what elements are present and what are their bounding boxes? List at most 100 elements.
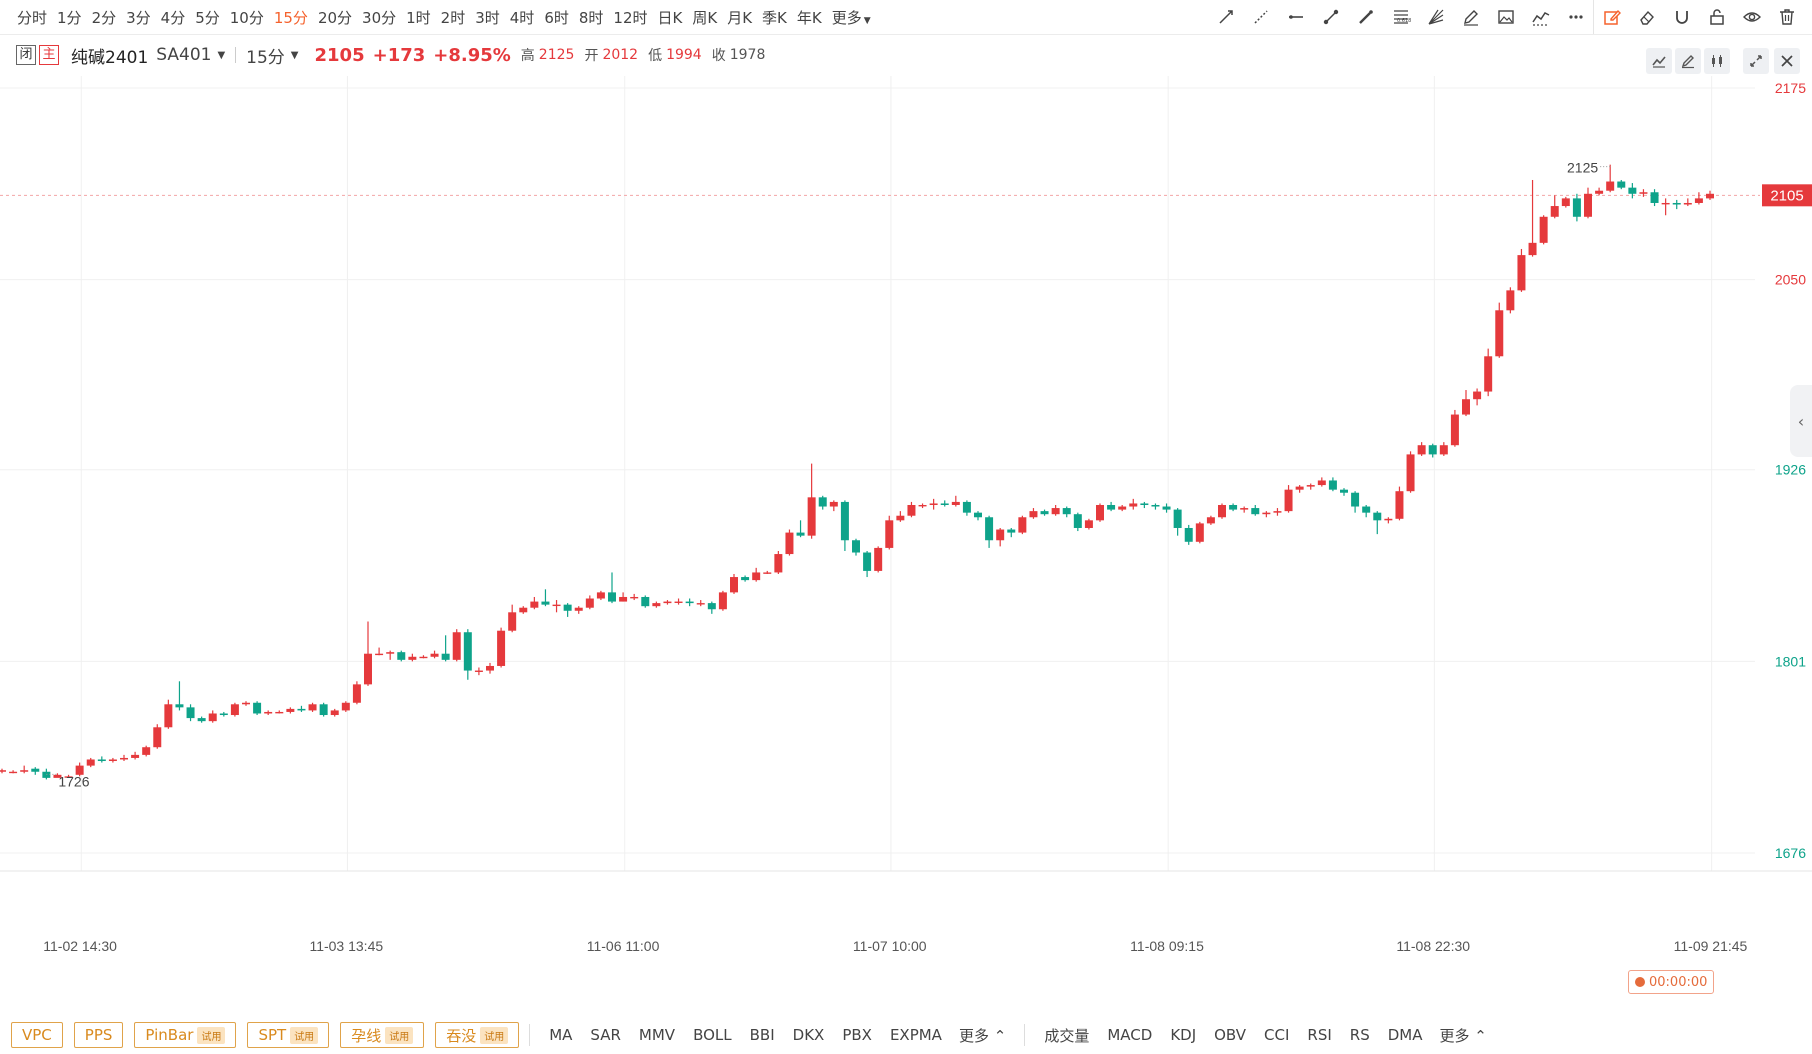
period-17[interactable]: 日K xyxy=(657,8,683,27)
candlestick-chart[interactable]: 2175 2050 1926 1801 1676 11-02 14:30 11-03 13:… xyxy=(0,76,1812,1016)
edit-tool-button[interactable] xyxy=(1593,0,1629,34)
draw-toggle-button[interactable] xyxy=(1675,48,1701,74)
sub-indicator-1[interactable]: MACD xyxy=(1107,1026,1153,1044)
divider xyxy=(529,1024,531,1046)
period-16[interactable]: 12时 xyxy=(613,8,648,27)
pencil-icon xyxy=(1463,10,1478,26)
fullscreen-button[interactable] xyxy=(1743,48,1769,74)
pencil-tool-button[interactable] xyxy=(1453,0,1488,34)
pattern-tag-5[interactable]: 吞没 试用 xyxy=(435,1022,520,1048)
pattern-tag-0[interactable]: VPC xyxy=(11,1022,63,1048)
pattern-tag-3[interactable]: SPT 试用 xyxy=(247,1022,330,1048)
sub-indicator-2[interactable]: KDJ xyxy=(1170,1026,1197,1044)
fibonacci-tool-button[interactable]: 0.618 xyxy=(1383,0,1418,34)
candle-body xyxy=(1295,486,1304,490)
main-indicator-1[interactable]: SAR xyxy=(590,1026,621,1044)
chevron-up-icon: ⌃ xyxy=(993,1026,1007,1045)
period-more-button[interactable]: 更多 ▼ xyxy=(831,8,871,27)
main-indicator-7[interactable]: EXPMA xyxy=(889,1026,942,1044)
indicator-toggle-button[interactable] xyxy=(1646,48,1672,74)
candle-body xyxy=(1683,202,1692,205)
candle-body xyxy=(1506,290,1515,311)
x-tick-label: 11-07 10:00 xyxy=(853,938,927,954)
candle-body xyxy=(1218,504,1226,518)
main-indicator-2[interactable]: MMV xyxy=(638,1026,676,1044)
main-indicator-6[interactable]: PBX xyxy=(842,1026,872,1044)
ray-line-tool-button[interactable] xyxy=(1243,0,1278,34)
fan-tool-button[interactable] xyxy=(1418,0,1453,34)
main-indicator-4[interactable]: BBI xyxy=(749,1026,775,1044)
period-9[interactable]: 30分 xyxy=(362,8,397,27)
period-19[interactable]: 月K xyxy=(727,8,753,27)
pattern-tag-4[interactable]: 孕线 试用 xyxy=(340,1022,425,1048)
candle-body xyxy=(1628,187,1637,194)
period-20[interactable]: 季K xyxy=(762,8,787,27)
period-3[interactable]: 3分 xyxy=(126,8,151,27)
pattern-tag-2[interactable]: PinBar 试用 xyxy=(134,1022,237,1048)
more-dots-tool-button[interactable] xyxy=(1558,0,1593,34)
side-panel-toggle[interactable]: ‹ xyxy=(1790,385,1812,457)
candle-body xyxy=(1606,181,1615,191)
sub-indicator-4[interactable]: CCI xyxy=(1264,1026,1290,1044)
main-indicator-3[interactable]: BOLL xyxy=(693,1026,732,1044)
lock-tool-button[interactable] xyxy=(1699,0,1734,34)
period-12[interactable]: 3时 xyxy=(475,8,500,27)
horizontal-line-tool-button[interactable] xyxy=(1278,0,1313,34)
candle-body xyxy=(0,770,6,772)
compare-button[interactable] xyxy=(1704,48,1730,74)
period-toolbar: 分时 1分 2分 3分 4分 5分 10分 15分 20分 30分 1时 2时 3时 4时 6时 8时 12时日… xyxy=(0,0,1812,35)
brush-line-tool-button[interactable] xyxy=(1348,0,1383,34)
candle-body xyxy=(685,601,694,604)
sub-indicator-6[interactable]: RS xyxy=(1349,1026,1370,1044)
candle-body xyxy=(951,501,960,505)
trash-tool-button[interactable] xyxy=(1769,0,1804,34)
candle-body xyxy=(630,596,639,599)
interval-dropdown-icon[interactable]: ▼ xyxy=(290,49,299,61)
period-15[interactable]: 8时 xyxy=(578,8,604,27)
close-chart-button[interactable] xyxy=(1774,48,1800,74)
period-1[interactable]: 1分 xyxy=(57,8,82,27)
period-0[interactable]: 分时 xyxy=(17,8,48,27)
image-tool-button[interactable] xyxy=(1488,0,1523,34)
candle-body xyxy=(1672,202,1681,205)
period-7[interactable]: 15分 xyxy=(273,8,308,27)
sub-indicator-0[interactable]: 成交量 xyxy=(1044,1026,1090,1045)
period-10[interactable]: 1时 xyxy=(406,8,431,27)
eraser-tool-button[interactable] xyxy=(1629,0,1664,34)
candle-body xyxy=(530,601,539,608)
magnet-tool-button[interactable] xyxy=(1664,0,1699,34)
period-8[interactable]: 20分 xyxy=(317,8,353,27)
sub-indicator-7[interactable]: DMA xyxy=(1387,1026,1423,1044)
period-18[interactable]: 周K xyxy=(692,8,718,27)
main-indicator-5[interactable]: DKX xyxy=(792,1026,825,1044)
pattern-tag-1[interactable]: PPS xyxy=(73,1022,124,1048)
main-indicator-0[interactable]: MA xyxy=(549,1026,573,1044)
symbol-name[interactable]: 纯碱2401 xyxy=(71,47,149,68)
period-11[interactable]: 2时 xyxy=(440,8,466,27)
candle-body xyxy=(474,670,483,672)
sub-indicator-more-button[interactable]: 更多 ⌃ xyxy=(1439,1026,1487,1045)
trial-badge: 试用 xyxy=(197,1026,226,1044)
symbol-code[interactable]: SA401 xyxy=(156,45,212,65)
period-2[interactable]: 2分 xyxy=(91,8,117,27)
eye-tool-button[interactable] xyxy=(1734,0,1769,34)
symbol-dropdown-icon[interactable]: ▼ xyxy=(217,49,226,61)
period-5[interactable]: 5分 xyxy=(195,8,220,27)
candle-body xyxy=(1462,399,1470,415)
period-21[interactable]: 年K xyxy=(796,8,822,27)
main-indicator-more-button[interactable]: 更多 ⌃ xyxy=(958,1026,1007,1045)
period-4[interactable]: 4分 xyxy=(160,8,186,27)
period-14[interactable]: 6时 xyxy=(544,8,569,27)
interval-select[interactable]: 15分 xyxy=(246,47,285,68)
polyline-tool-button[interactable] xyxy=(1523,0,1558,34)
sub-indicator-3[interactable]: OBV xyxy=(1214,1026,1247,1044)
candle-body xyxy=(1195,523,1204,542)
x-tick-label: 11-06 11:00 xyxy=(587,938,660,954)
price-change-pct: +8.95% xyxy=(433,44,511,66)
trend-line-tool-button[interactable] xyxy=(1208,0,1243,34)
segment-tool-button[interactable] xyxy=(1313,0,1348,34)
period-6[interactable]: 10分 xyxy=(229,8,264,27)
sub-indicator-5[interactable]: RSI xyxy=(1307,1026,1332,1044)
period-13[interactable]: 4时 xyxy=(509,8,535,27)
candle-body xyxy=(1140,503,1149,505)
